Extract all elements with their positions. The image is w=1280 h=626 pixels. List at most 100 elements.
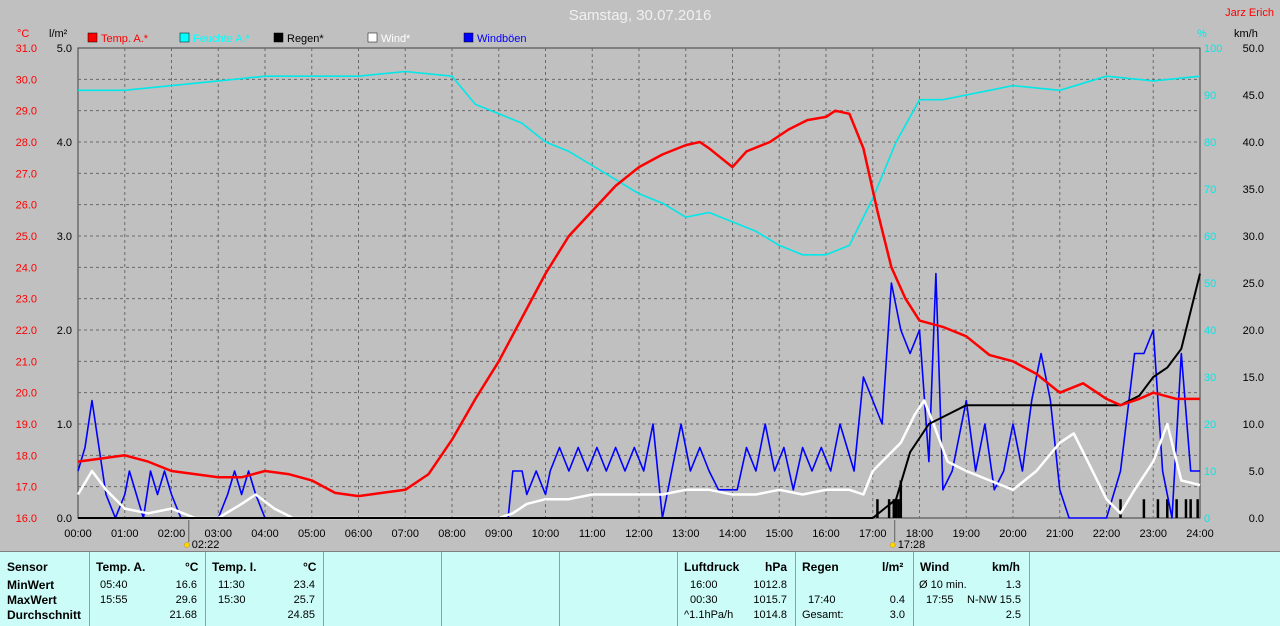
wind-tick-label: 50.0: [1243, 43, 1264, 55]
legend-label: Windböen: [477, 33, 527, 45]
temp-tick-label: 27.0: [16, 168, 37, 180]
temp-tick-label: 26.0: [16, 200, 37, 212]
wind-tick-label: 45.0: [1243, 90, 1264, 102]
wind-average: 2.5: [1005, 609, 1021, 621]
temp-tick-label: 22.0: [16, 325, 37, 337]
sun-markers: 02:22 17:28: [184, 520, 925, 551]
legend-label: Wind*: [381, 33, 411, 45]
rain-tick-label: 0.0: [57, 513, 72, 525]
temp-i-max-value: 25.7: [293, 594, 315, 606]
wind-tick-label: 35.0: [1243, 184, 1264, 196]
author-label: Jarz Erich: [1225, 7, 1274, 19]
wind-avg10-label: Ø 10 min.: [919, 579, 967, 591]
wind-unit: km/h: [992, 560, 1021, 574]
humidity-tick-label: 60: [1204, 231, 1216, 243]
pressure-min-value: 1012.8: [753, 579, 787, 591]
rain-total-value: 3.0: [889, 609, 905, 621]
stats-row-min: MinWert: [7, 578, 55, 592]
temp-tick-label: 25.0: [16, 231, 37, 243]
temp-tick-label: 18.0: [16, 450, 37, 462]
stats-row-max: MaxWert: [7, 593, 57, 607]
humidity-tick-label: 70: [1204, 184, 1216, 196]
rain-max-value: 0.4: [889, 594, 905, 606]
x-tick-label: 09:00: [485, 528, 513, 540]
temp-i-min-time: 11:30: [218, 579, 245, 591]
humidity-tick-label: 100: [1204, 43, 1222, 55]
x-tick-label: 18:00: [906, 528, 934, 540]
stats-col-empty-3: [560, 552, 678, 626]
chart-title: Samstag, 30.07.2016: [569, 7, 712, 24]
x-tick-label: 00:00: [64, 528, 92, 540]
temp-tick-label: 23.0: [16, 294, 37, 306]
pressure-max-value: 1015.7: [753, 594, 787, 606]
stats-col-temp-a: Temp. A. °C 05:40 16.6 15:55 29.6 21.68: [90, 552, 206, 626]
stats-col-temp-i: Temp. I. °C 11:30 23.4 15:30 25.7 24.85: [206, 552, 324, 626]
temp-a-average: 21.68: [169, 609, 197, 621]
x-tick-label: 22:00: [1093, 528, 1121, 540]
wind-unit-label: km/h: [1234, 28, 1258, 40]
x-tick-label: 14:00: [719, 528, 747, 540]
temp-i-min-value: 23.4: [293, 579, 315, 591]
humidity-tick-label: 10: [1204, 466, 1216, 478]
stats-col-empty-1: [324, 552, 442, 626]
pressure-unit: hPa: [765, 560, 788, 574]
rain-unit: l/m²: [882, 560, 904, 574]
stats-col-rain: Regen l/m² 17:40 0.4 Gesamt: 3.0: [796, 552, 914, 626]
x-tick-label: 02:00: [158, 528, 186, 540]
temp-i-header: Temp. I.: [212, 560, 257, 574]
x-tick-label: 11:00: [579, 528, 606, 540]
humidity-unit-label: %: [1197, 28, 1207, 40]
humidity-tick-label: 0: [1204, 513, 1210, 525]
rain-header: Regen: [802, 560, 839, 574]
series-line-tempa: [77, 109, 1200, 498]
series-lines: [76, 70, 1201, 520]
temp-tick-label: 29.0: [16, 106, 37, 118]
legend-swatch: [179, 32, 190, 43]
x-tick-label: 08:00: [438, 528, 466, 540]
rain-tick-label: 2.0: [57, 325, 72, 337]
temp-a-unit: °C: [185, 560, 199, 574]
tick-labels: 00:00 01:00 02:00 03:00 04:00 05:00 06:00 07:00…: [16, 43, 1264, 540]
wind-tick-label: 5.0: [1249, 466, 1264, 478]
temp-tick-label: 31.0: [16, 43, 37, 55]
temp-tick-label: 17.0: [16, 482, 37, 494]
rain-tick-label: 1.0: [57, 419, 72, 431]
x-tick-label: 07:00: [391, 528, 419, 540]
temp-a-header: Temp. A.: [96, 560, 146, 574]
stats-col-empty-2: [442, 552, 560, 626]
temp-i-average: 24.85: [287, 609, 315, 621]
legend-label: Temp. A.*: [101, 33, 149, 45]
statistics-table: Sensor MinWert MaxWert Durchschnitt Temp…: [0, 551, 1280, 626]
legend-swatch: [87, 32, 98, 43]
wind-max-time: 17:55: [926, 594, 954, 606]
x-tick-label: 10:00: [532, 528, 560, 540]
legend-label: Feuchte A.*: [193, 33, 251, 45]
humidity-tick-label: 40: [1204, 325, 1216, 337]
weather-chart: 00:00 01:00 02:00 03:00 04:00 05:00 06:00 07:00…: [16, 7, 1274, 551]
x-tick-label: 17:00: [859, 528, 887, 540]
temp-tick-label: 24.0: [16, 262, 37, 274]
legend: Temp. A.* Feuchte A.* Regen* Wind* Windböen: [87, 32, 527, 45]
rain-bars: [876, 480, 1199, 518]
wind-tick-label: 30.0: [1243, 231, 1264, 243]
humidity-tick-label: 90: [1204, 90, 1216, 102]
legend-label: Regen*: [287, 33, 324, 45]
stats-row-avg: Durchschnitt: [7, 608, 82, 622]
stats-col-sensor: Sensor MinWert MaxWert Durchschnitt: [0, 552, 90, 626]
x-tick-label: 15:00: [765, 528, 793, 540]
grid: [77, 47, 1201, 519]
sun-marker-label: 17:28: [898, 539, 926, 551]
series-line-regen: [78, 273, 1201, 519]
sun-marker-label: 02:22: [192, 539, 220, 551]
legend-swatch: [367, 32, 378, 43]
humidity-tick-label: 50: [1204, 278, 1216, 290]
temp-tick-label: 19.0: [16, 419, 37, 431]
temp-tick-label: 28.0: [16, 137, 37, 149]
stats-col-pressure: Luftdruck hPa 16:00 1012.8 00:30 1015.7 …: [678, 552, 796, 626]
rain-tick-label: 5.0: [57, 43, 72, 55]
wind-avg10-value: 1.3: [1005, 579, 1021, 591]
wind-header: Wind: [920, 560, 950, 574]
temp-a-min-time: 05:40: [100, 579, 128, 591]
x-tick-label: 23:00: [1139, 528, 1167, 540]
